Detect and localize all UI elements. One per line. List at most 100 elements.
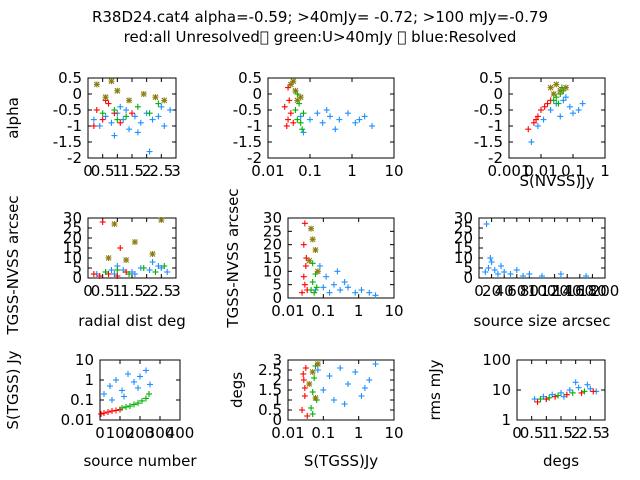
series-olive (287, 78, 304, 104)
y-tick-label: 1 (84, 371, 94, 389)
data-point (584, 381, 591, 388)
data-point (297, 113, 304, 120)
data-point (541, 103, 548, 110)
x-tick-label: 10 (384, 424, 403, 442)
data-point (114, 87, 121, 94)
y-tick-label: 25 (454, 219, 473, 237)
data-point (540, 116, 547, 123)
data-point (491, 267, 498, 273)
y-tick-label: 10 (263, 262, 282, 280)
data-point (352, 369, 359, 375)
series-red (90, 219, 130, 279)
data-point (120, 116, 127, 123)
data-point (320, 387, 327, 393)
plot-frame (508, 77, 606, 159)
data-point (101, 390, 107, 397)
data-point (90, 116, 97, 123)
data-point (306, 257, 313, 264)
data-point (149, 116, 156, 123)
x-tick-label: 2 (142, 162, 152, 180)
figure-title-line2: red:all Unresolved  green:U>40mJy   blue… (124, 28, 517, 46)
data-point (109, 408, 115, 415)
y-tick-label: 2.5 (258, 361, 282, 379)
data-point (575, 107, 582, 113)
y-tick-label: 10 (492, 381, 511, 399)
y-tick-label: 0.1 (70, 391, 94, 409)
data-point (534, 113, 541, 120)
data-point (309, 236, 316, 243)
data-point (126, 271, 133, 277)
data-point (287, 110, 294, 117)
data-point (146, 390, 152, 397)
y-tick-label: 20 (263, 236, 282, 254)
data-point (123, 107, 130, 113)
y-tick-label: -0.5 (474, 101, 503, 119)
x-tick-label: 40 (495, 282, 514, 300)
data-point (300, 273, 307, 280)
data-point (113, 407, 119, 414)
y-tick-label: 100 (482, 351, 511, 369)
x-tick-label: 3 (171, 162, 181, 180)
data-point (327, 113, 334, 120)
data-point (550, 91, 557, 97)
data-point (158, 217, 165, 223)
data-point (90, 123, 97, 129)
data-point (131, 271, 138, 277)
data-point (290, 119, 297, 126)
data-point (114, 273, 121, 279)
x-tick-label: 0 (95, 424, 105, 442)
plot-frame (87, 77, 177, 159)
data-point (99, 116, 106, 123)
y-tick-label: 5 (463, 259, 473, 277)
data-point (140, 91, 147, 97)
data-point (304, 413, 311, 419)
data-point (555, 392, 562, 399)
data-point (579, 100, 586, 107)
data-point (302, 365, 309, 371)
data-point (309, 369, 316, 375)
data-point (114, 267, 121, 273)
data-point (539, 273, 545, 279)
x-axis-label: S(NVSS)Jy (519, 172, 594, 190)
y-tick-label: 0.01 (61, 411, 94, 429)
series-red (281, 84, 297, 129)
data-point (366, 289, 373, 296)
series-green (102, 263, 168, 277)
data-point (117, 103, 124, 110)
x-tick-label: 0 (83, 162, 93, 180)
series-blue (90, 103, 174, 155)
data-point (494, 271, 501, 277)
data-point (161, 263, 168, 269)
data-point (314, 361, 321, 367)
data-point (543, 396, 550, 403)
x-tick-label: 1 (113, 162, 123, 180)
data-point (547, 107, 554, 113)
y-tick-label: 3 (272, 351, 282, 369)
y-tick-label: 0 (252, 85, 262, 103)
x-tick-label: 2.5 (149, 162, 173, 180)
x-tick-label: 0.01 (251, 162, 284, 180)
data-point (111, 132, 118, 139)
data-point (482, 269, 489, 275)
data-point (314, 268, 321, 275)
data-point (121, 393, 127, 400)
data-point (520, 273, 527, 279)
series-olive (306, 361, 321, 401)
y-tick-label: 0 (463, 269, 473, 287)
data-point (546, 394, 553, 401)
y-tick-label: 1 (501, 411, 511, 429)
x-tick-label: 1 (354, 424, 364, 442)
data-point (113, 377, 119, 383)
data-point (326, 289, 333, 296)
data-point (498, 263, 505, 269)
data-point (299, 126, 306, 133)
data-point (562, 84, 569, 91)
y-tick-label: -0.5 (233, 101, 262, 119)
data-point (299, 289, 306, 296)
data-point (569, 389, 576, 396)
y-axis-label: S(TGSS) Jy (4, 350, 22, 429)
data-point (299, 407, 306, 413)
data-point (566, 103, 573, 110)
